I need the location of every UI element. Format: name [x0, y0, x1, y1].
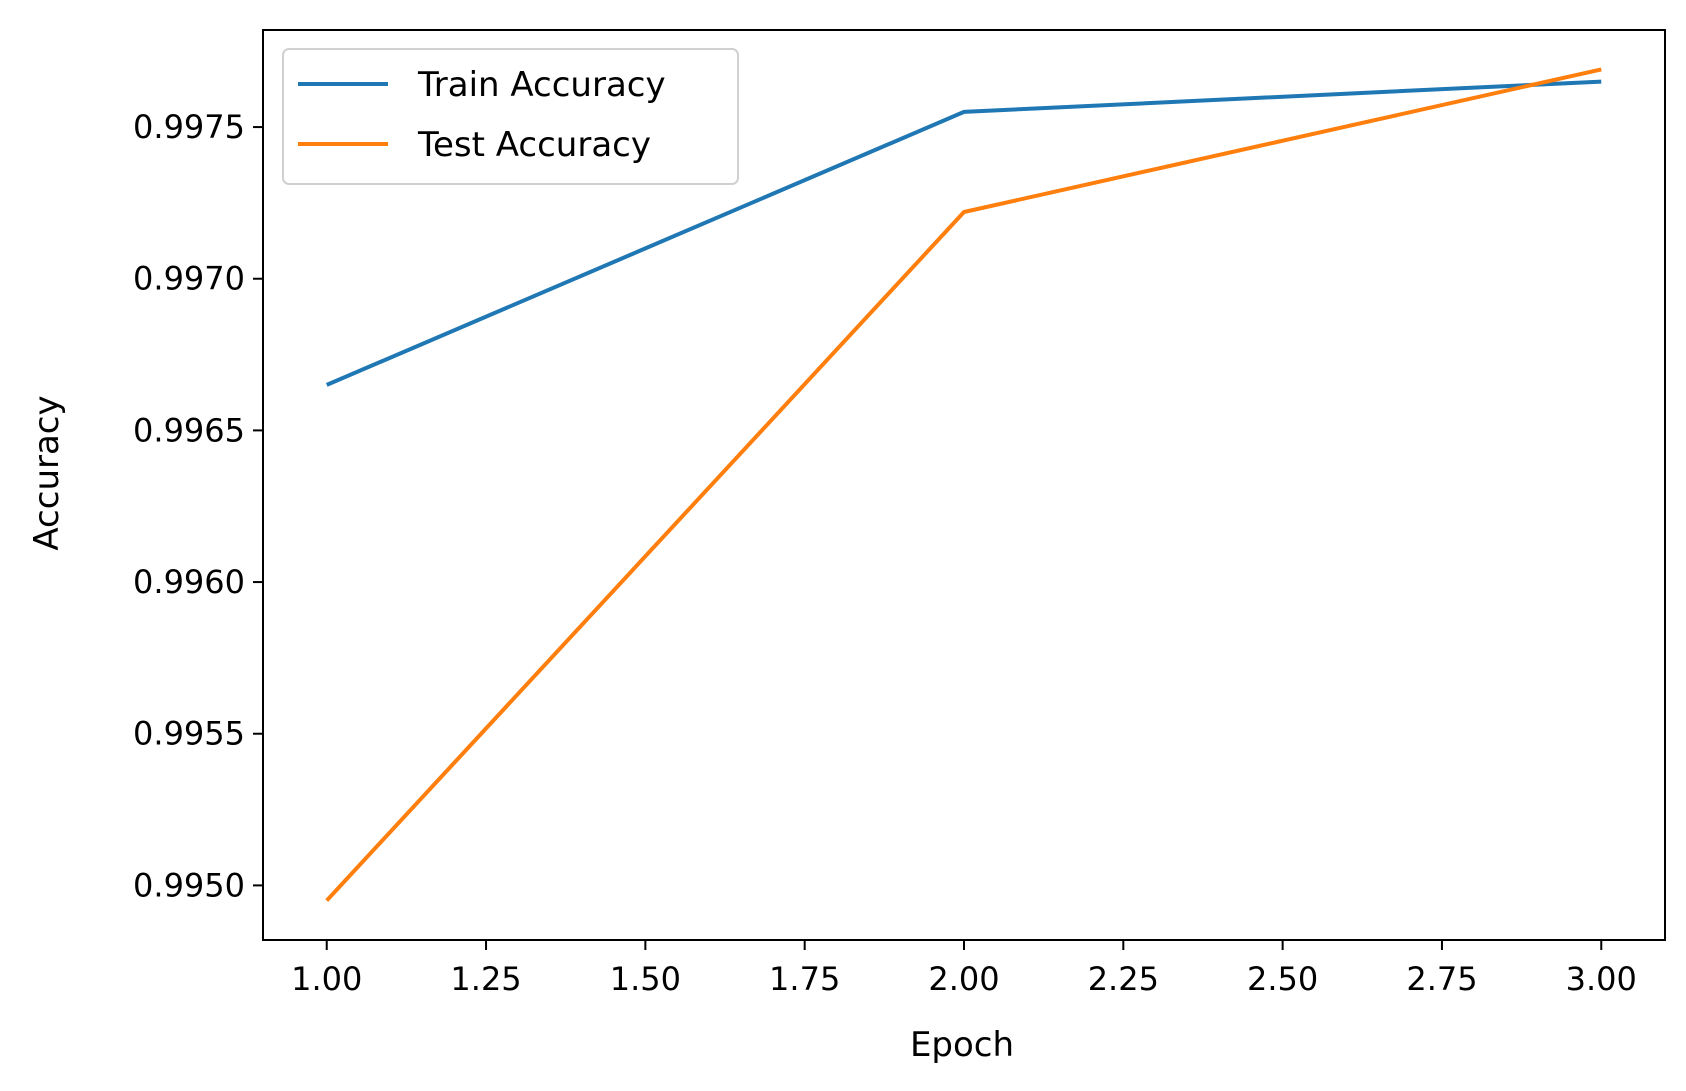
legend-label: Test Accuracy: [417, 125, 651, 165]
legend-label: Train Accuracy: [417, 65, 666, 105]
y-tick-label: 0.9955: [133, 715, 245, 753]
y-axis-ticks: 0.9950 0.9955 0.9960 0.9965 0.9970 0.9975: [133, 108, 263, 904]
x-tick-label: 3.00: [1566, 960, 1637, 998]
x-axis-ticks: 1.00 1.25 1.50 1.75 2.00 2.25 2.50 2.75 3.00: [291, 940, 1637, 998]
y-tick-label: 0.9950: [133, 866, 245, 904]
y-axis-label: Accuracy: [27, 395, 67, 550]
y-tick-label: 0.9970: [133, 260, 245, 298]
y-tick-label: 0.9965: [133, 411, 245, 449]
series-line-train-accuracy: [325, 79, 1602, 387]
x-tick-label: 2.75: [1406, 960, 1477, 998]
x-tick-label: 1.25: [450, 960, 521, 998]
legend: Train Accuracy Test Accuracy: [282, 48, 739, 185]
y-tick-label: 0.9975: [133, 108, 245, 146]
x-tick-label: 2.25: [1088, 960, 1159, 998]
x-tick-label: 2.00: [928, 960, 999, 998]
series-line-test-accuracy: [325, 67, 1602, 902]
x-tick-label: 1.75: [769, 960, 840, 998]
x-tick-label: 1.00: [291, 960, 362, 998]
y-tick-label: 0.9960: [133, 563, 245, 601]
legend-box: [282, 48, 739, 185]
x-tick-label: 1.50: [610, 960, 681, 998]
series-layer: [325, 67, 1602, 902]
x-tick-label: 2.50: [1247, 960, 1318, 998]
x-axis-label: Epoch: [910, 1025, 1014, 1065]
